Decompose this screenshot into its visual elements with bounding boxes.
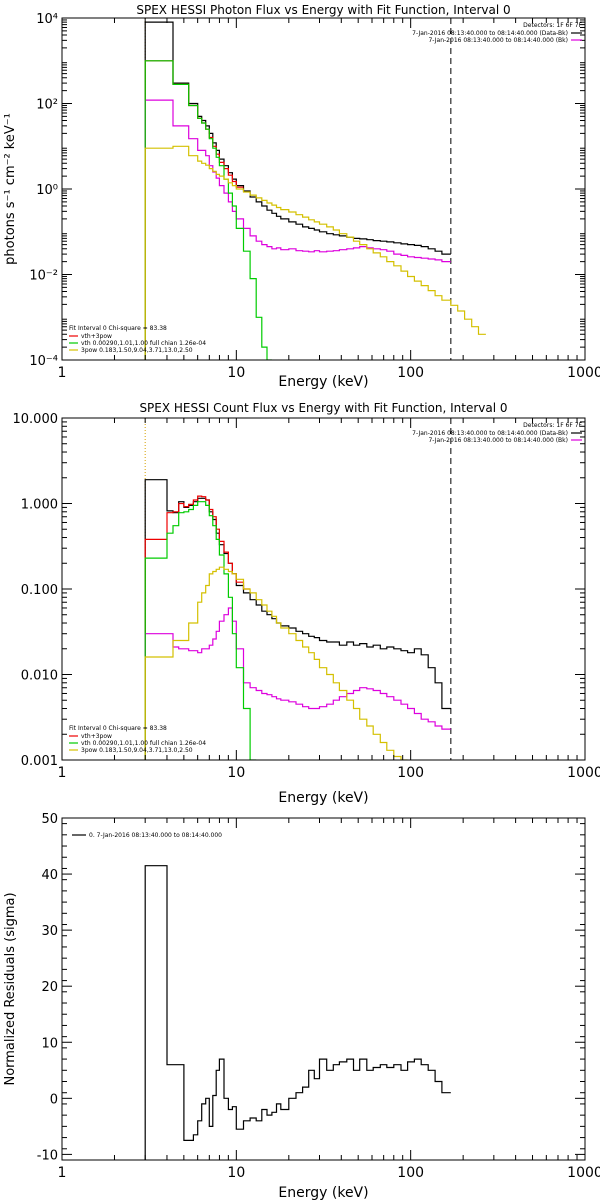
legend-entry-label: 3pow 0.183,1.50,9.04,3.71,13.0,2.50	[81, 747, 193, 754]
x-tick-label: 100	[397, 365, 424, 381]
x-tick-label: 1	[58, 1165, 67, 1181]
plot-frame	[61, 17, 586, 361]
series-4	[144, 566, 408, 760]
x-axis-label: Energy (keV)	[278, 1185, 368, 1200]
y-tick-label: 10⁰	[36, 183, 58, 198]
x-tick-label: 1000	[567, 1165, 600, 1181]
y-axis-label: Normalized Residuals (sigma)	[3, 892, 18, 1085]
legend-entry-label: vth 0.00290,1.01,1.00 full chian 1.26e-0…	[81, 740, 206, 747]
y-tick-label: 0.100	[21, 583, 58, 598]
legend-entry-label: vth+3pow	[81, 733, 112, 740]
y-tick-label: 0.001	[21, 754, 58, 769]
series-0	[144, 21, 451, 360]
residuals-panel: 1 10 100 1000 -10 0 10 20 30 40 50 Energy (keV) Norm…	[3, 812, 600, 1200]
series-group	[144, 21, 486, 360]
x-axis-label: Energy (keV)	[278, 790, 368, 806]
legend-entry-label: 7-Jan-2016 08:13:40.000 to 08:14:40.000 …	[412, 430, 568, 437]
x-tick-label: 1000	[567, 765, 600, 781]
series-group	[144, 479, 451, 760]
series-3	[144, 501, 257, 760]
legend-fit-header: Fit Interval 0 Chi-square = 83.38	[69, 725, 167, 732]
y-tick-label: 10⁻⁴	[29, 354, 58, 369]
series-2	[144, 99, 451, 360]
y-tick-label: 30	[41, 924, 58, 939]
series-2	[144, 607, 451, 760]
x-tick-label: 10	[227, 765, 245, 781]
y-tick-label: -10	[37, 1148, 58, 1163]
y-tick-label: 0.010	[21, 669, 58, 684]
series-0	[144, 865, 451, 1160]
legend-detectors: Detectors: 1F 6F 7F	[523, 22, 582, 29]
legend-fit-header: Fit Interval 0 Chi-square = 83.38	[69, 325, 167, 332]
x-tick-label: 100	[397, 1165, 424, 1181]
legend-entry-label: 7-Jan-2016 08:13:40.000 to 08:14:40.000 …	[412, 30, 568, 37]
chart-title: SPEX HESSI Count Flux vs Energy with Fit…	[139, 401, 507, 415]
x-tick-label: 10	[227, 1165, 245, 1181]
series-group	[144, 865, 451, 1160]
plot-frame	[61, 417, 586, 761]
x-tick-label: 1	[58, 365, 67, 381]
y-axis-label: photons s⁻¹ cm⁻² keV⁻¹	[3, 113, 18, 265]
legend-entry-label: 0. 7-Jan-2016 08:13:40.000 to 08:14:40.0…	[89, 832, 222, 839]
legend-detectors: Detectors: 1F 6F 7F	[523, 422, 582, 429]
chart-title: SPEX HESSI Photon Flux vs Energy with Fi…	[136, 3, 510, 17]
series-1	[144, 495, 251, 760]
legend-entry-label: 7-Jan-2016 08:13:40.000 to 08:14:40.000 …	[428, 437, 568, 444]
x-tick-label: 100	[397, 765, 424, 781]
plot-frame	[61, 817, 586, 1161]
series-3	[144, 60, 272, 360]
x-axis-label: Energy (keV)	[278, 374, 368, 390]
legend-entry-label: vth 0.00290,1.01,1.00 full chian 1.26e-0…	[81, 340, 206, 347]
photon-flux-panel: 1 10 100 1000 10⁻⁴ 10⁻² 10⁰ 10² 10⁴ SPEX HESSI Ph…	[3, 3, 600, 390]
legend-entry-label: 3pow 0.183,1.50,9.04,3.71,13.0,2.50	[81, 347, 193, 354]
y-tick-label: 0	[50, 1092, 58, 1107]
y-tick-label: 10⁴	[36, 12, 58, 27]
legend-entry-label: vth+3pow	[81, 333, 112, 340]
y-tick-label: 50	[41, 812, 58, 827]
x-tick-label: 1	[58, 765, 67, 781]
y-tick-label: 1.000	[21, 498, 58, 513]
y-tick-label: 10	[41, 1036, 58, 1051]
x-tick-label: 1000	[567, 365, 600, 381]
series-4	[144, 145, 486, 360]
y-tick-label: 20	[41, 980, 58, 995]
series-0	[144, 479, 451, 760]
y-tick-label: 40	[41, 868, 58, 883]
y-tick-label: 10²	[36, 98, 58, 113]
y-tick-label: 10.000	[13, 412, 59, 427]
count-flux-panel: 1 10 100 1000 0.001 0.010 0.100 1.000 10.000 SPEX…	[13, 401, 600, 806]
x-tick-label: 10	[227, 365, 245, 381]
legend-entry-label: 7-Jan-2016 08:13:40.000 to 08:14:40.000 …	[428, 37, 568, 44]
y-tick-label: 10⁻²	[29, 269, 58, 284]
